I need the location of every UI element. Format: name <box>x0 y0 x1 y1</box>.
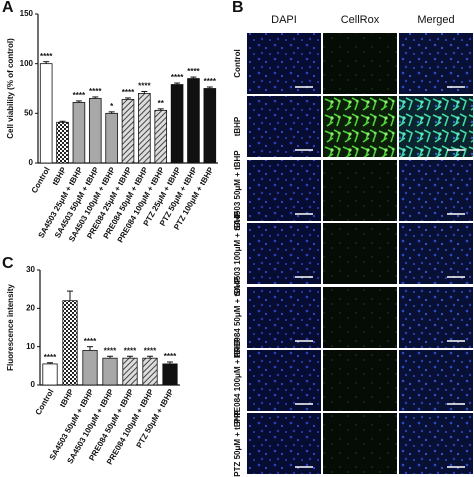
column-header: DAPI <box>271 14 297 26</box>
bar <box>102 357 118 386</box>
significance: **** <box>187 67 200 76</box>
significance: **** <box>122 88 135 97</box>
bar <box>121 99 135 164</box>
bar <box>72 102 86 164</box>
significance: **** <box>73 91 86 100</box>
row-label: Control <box>233 49 242 77</box>
micrograph <box>323 33 397 94</box>
y-tick-label: 30 <box>26 265 35 274</box>
bar <box>187 78 200 164</box>
micrograph <box>399 350 473 411</box>
micrograph <box>247 160 321 221</box>
significance: * <box>110 102 114 111</box>
row-label: tBHP <box>233 116 242 136</box>
significance: ** <box>158 99 165 108</box>
micrograph <box>323 287 397 348</box>
bar <box>142 357 158 386</box>
y-tick-label: 150 <box>20 9 34 18</box>
y-tick-label: 10 <box>26 342 35 351</box>
significance: **** <box>44 353 57 362</box>
significance: **** <box>138 82 151 91</box>
significance: **** <box>204 77 217 86</box>
bar <box>203 88 217 164</box>
x-tick-label: Control <box>30 166 52 195</box>
x-tick-label: Control <box>34 388 56 417</box>
y-tick-label: 100 <box>20 59 34 68</box>
micrograph <box>323 160 397 221</box>
micrograph <box>323 350 397 411</box>
micrograph <box>323 413 397 474</box>
significance: **** <box>164 352 177 361</box>
micrograph <box>399 33 473 94</box>
micrograph <box>247 33 321 94</box>
y-axis-label: Fluorescence intensity <box>6 284 15 371</box>
column-header: Merged <box>417 14 454 26</box>
x-tick-label: PTZ 50μM + tBHP <box>135 387 176 450</box>
micrograph <box>399 96 473 157</box>
row-label: PRE084 50μM + tBHP <box>233 276 242 358</box>
significance: **** <box>40 52 53 61</box>
micrograph <box>247 287 321 348</box>
micrograph <box>399 287 473 348</box>
panel-label: B <box>232 0 244 16</box>
micrograph <box>399 160 473 221</box>
micrograph <box>399 223 473 284</box>
bar <box>162 363 178 386</box>
bar <box>154 109 168 164</box>
panel-label: C <box>2 255 14 272</box>
bar <box>105 112 118 164</box>
bar <box>39 63 53 164</box>
bar <box>56 121 69 164</box>
row-label: PRE084 100μM + tBHP <box>233 337 242 423</box>
x-tick-label: tBHP <box>58 387 76 409</box>
significance: **** <box>89 87 102 96</box>
micrograph <box>247 223 321 284</box>
panel-label: A <box>2 0 14 16</box>
row-label: SA4503 50μM + tBHP <box>233 150 242 231</box>
significance: **** <box>124 346 137 355</box>
y-tick-label: 20 <box>26 303 35 312</box>
micrograph <box>323 96 397 157</box>
bar <box>170 84 184 164</box>
micrograph <box>399 413 473 474</box>
y-tick-label: 50 <box>24 108 33 117</box>
y-tick-label: 0 <box>31 380 36 389</box>
micrograph <box>247 350 321 411</box>
bar <box>88 98 102 164</box>
y-tick-label: 0 <box>29 158 34 167</box>
bar <box>122 357 138 386</box>
bar <box>62 300 78 386</box>
micrograph <box>323 223 397 284</box>
bar <box>138 93 151 164</box>
column-header: CellRox <box>341 14 380 26</box>
bar <box>82 350 98 386</box>
micrograph <box>247 413 321 474</box>
significance: **** <box>104 346 117 355</box>
significance: **** <box>144 346 157 355</box>
significance: **** <box>84 337 97 346</box>
row-label: SA4503 100μM + tBHP <box>233 210 242 295</box>
significance: **** <box>171 73 184 82</box>
bar <box>42 363 58 386</box>
row-label: PTZ 50μM + tBHP <box>233 410 242 477</box>
y-axis-label: Cell viability (% of control) <box>6 38 15 139</box>
micrograph <box>247 96 321 157</box>
